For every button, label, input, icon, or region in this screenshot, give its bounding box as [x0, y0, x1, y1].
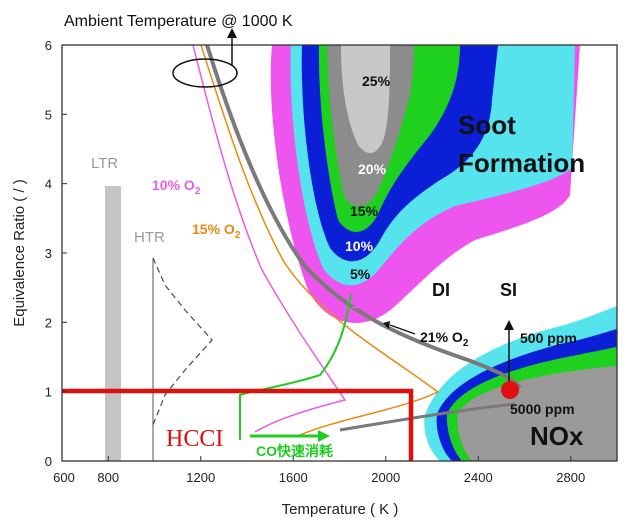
y-tick-label: 4 — [45, 177, 52, 192]
soot-title-line1: Soot — [458, 110, 516, 140]
series-line-15-o2 — [200, 45, 440, 436]
x-tick-label: 1600 — [279, 470, 308, 485]
ambient-ellipse — [172, 58, 238, 88]
x-tick-label: 1200 — [186, 470, 215, 485]
series-label-10-o2: 10% O2 — [152, 177, 201, 197]
co-arrow-head — [318, 430, 330, 442]
y-tick-label: 1 — [45, 385, 52, 400]
soot-label-25: 25% — [362, 73, 391, 89]
si-arrow-head — [504, 320, 514, 330]
series-label-15-o2: 15% O2 — [192, 221, 241, 241]
y-axis: 0 1 2 3 4 5 6 — [45, 38, 67, 469]
si-label: SI — [500, 280, 517, 300]
ambient-arrow-head — [227, 28, 237, 38]
ltr-bar — [105, 186, 121, 461]
y-tick-label: 2 — [45, 315, 52, 330]
nox-label-5000: 5000 ppm — [510, 401, 575, 417]
hcci-boundary — [62, 388, 414, 461]
nox-contour-gray — [457, 366, 617, 461]
soot-label-10: 10% — [345, 238, 374, 254]
x-tick-label: 2400 — [464, 470, 493, 485]
series-line-10-o2 — [192, 45, 347, 433]
series-line-21-o2 — [205, 45, 522, 390]
hcci-label: HCCI — [166, 426, 223, 452]
soot-title-line2: Formation — [458, 148, 585, 178]
di-label: DI — [432, 280, 450, 300]
soot-region — [270, 45, 580, 324]
o2-21-arrow-line — [389, 324, 416, 335]
si-point — [501, 381, 519, 399]
series-label-21-o2: 21% O2 — [420, 329, 469, 349]
soot-label-1: 1% — [351, 295, 372, 311]
chart-title: Ambient Temperature @ 1000 K — [64, 13, 293, 30]
soot-label-5: 5% — [350, 266, 371, 282]
y-axis-label: Equivalence Ratio ( / ) — [11, 179, 28, 327]
y-tick-label: 3 — [45, 246, 52, 261]
nox-label-500: 500 ppm — [520, 330, 577, 346]
o2-21-arrow-head — [383, 321, 390, 329]
y-tick-label: 6 — [45, 38, 52, 53]
y-tick-label: 0 — [45, 454, 52, 469]
htr-label: HTR — [134, 229, 165, 246]
soot-contour-25pct — [341, 45, 390, 154]
x-tick-label: 2800 — [556, 470, 585, 485]
y-tick-label: 5 — [45, 107, 52, 122]
x-axis: 600 800 1200 1600 2000 2400 2800 — [53, 456, 585, 485]
x-tick-label: 800 — [97, 470, 119, 485]
x-axis-label: Temperature ( K ) — [282, 501, 399, 518]
soot-label-20: 20% — [358, 161, 387, 177]
series-line-21-o2-lower — [339, 402, 516, 432]
nox-title: NOx — [530, 421, 584, 451]
soot-label-15: 15% — [350, 203, 379, 219]
nox-region — [424, 306, 617, 461]
x-tick-label: 600 — [53, 470, 75, 485]
co-label: CO快速消耗 — [256, 443, 333, 459]
x-tick-label: 2000 — [371, 470, 400, 485]
ltr-label: LTR — [91, 155, 118, 172]
htr-dashed-curve — [152, 257, 213, 426]
